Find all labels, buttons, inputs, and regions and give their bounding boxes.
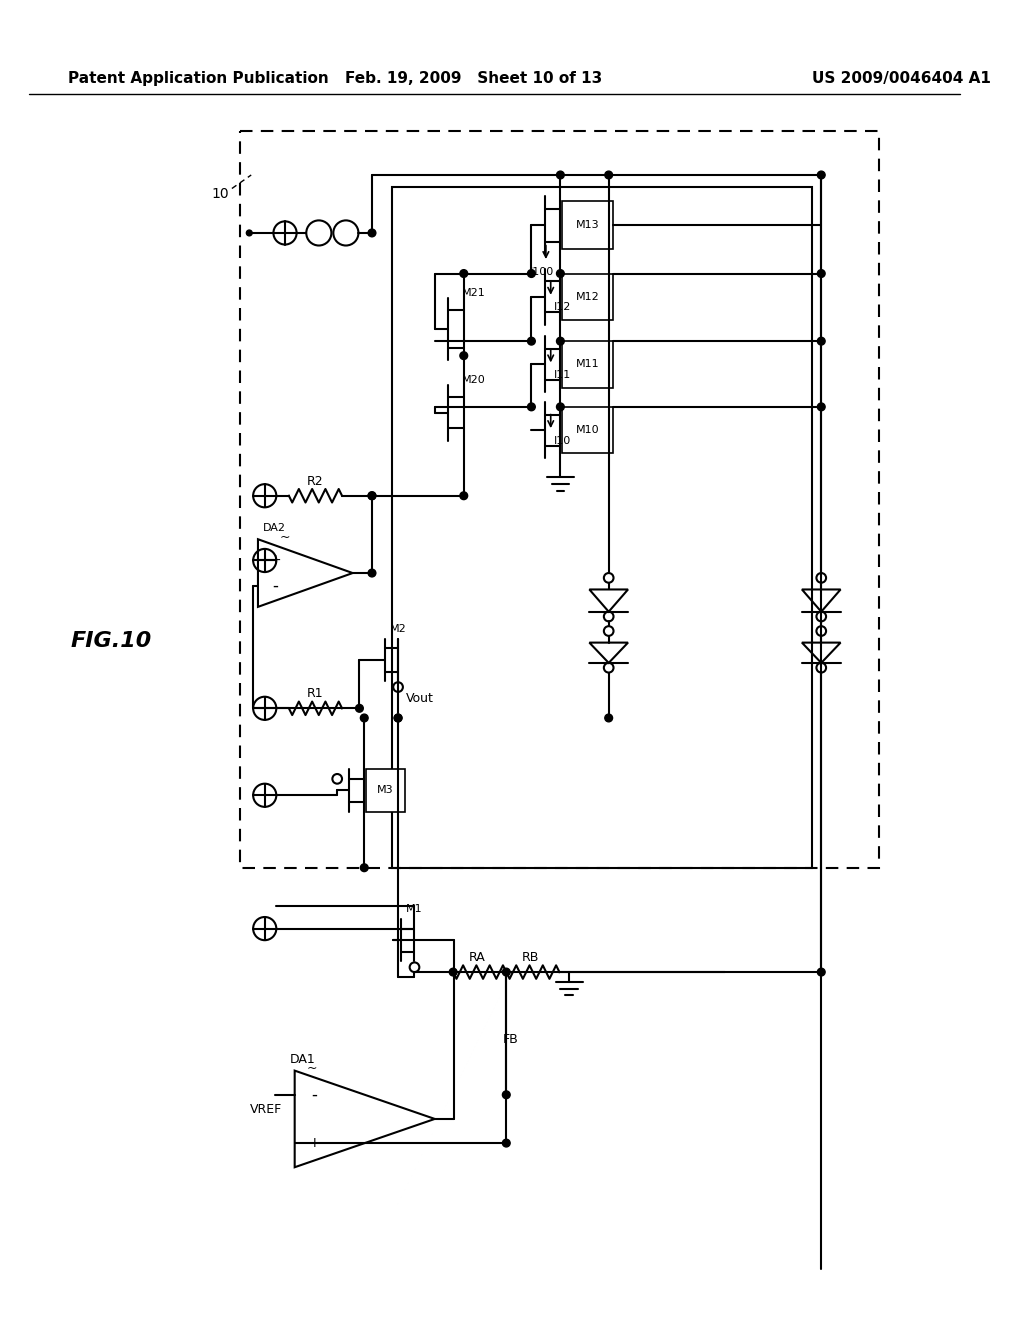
Text: I100: I100 [529, 267, 554, 277]
Circle shape [556, 403, 564, 411]
Circle shape [355, 705, 364, 713]
Circle shape [394, 714, 402, 722]
Text: M21: M21 [462, 288, 485, 298]
Text: M1: M1 [407, 904, 423, 915]
Circle shape [527, 338, 536, 345]
Circle shape [503, 1139, 510, 1147]
Text: M13: M13 [575, 220, 599, 230]
Circle shape [817, 269, 825, 277]
Text: Vout: Vout [406, 692, 434, 705]
Circle shape [605, 714, 612, 722]
Circle shape [360, 714, 368, 722]
Text: ~: ~ [307, 1063, 317, 1076]
Bar [240, 131, 880, 867]
Text: M11: M11 [575, 359, 599, 370]
Bar [562, 273, 612, 319]
Text: VREF: VREF [250, 1102, 282, 1115]
Text: M2: M2 [390, 624, 407, 634]
Text: R2: R2 [306, 475, 324, 488]
Circle shape [368, 569, 376, 577]
Text: FB: FB [503, 1034, 519, 1047]
Circle shape [360, 863, 368, 871]
Circle shape [247, 230, 252, 236]
Circle shape [817, 968, 825, 975]
Circle shape [556, 172, 564, 178]
Text: DA2: DA2 [263, 523, 286, 533]
Circle shape [450, 968, 457, 975]
Circle shape [556, 269, 564, 277]
Circle shape [368, 230, 376, 236]
Circle shape [556, 338, 564, 345]
Circle shape [460, 269, 468, 277]
Text: I12: I12 [554, 302, 571, 313]
Text: FIG.10: FIG.10 [71, 631, 152, 651]
Bar [562, 201, 612, 249]
Text: 10: 10 [211, 187, 229, 202]
Text: -: - [311, 1086, 317, 1104]
Bar [562, 341, 612, 388]
Text: ~: ~ [280, 531, 290, 544]
Circle shape [817, 338, 825, 345]
Text: I11: I11 [554, 370, 570, 380]
Text: Feb. 19, 2009   Sheet 10 of 13: Feb. 19, 2009 Sheet 10 of 13 [345, 71, 602, 86]
Text: +: + [308, 1137, 319, 1150]
Circle shape [460, 352, 468, 359]
Circle shape [503, 968, 510, 975]
Circle shape [368, 492, 376, 499]
Text: RA: RA [469, 952, 485, 964]
Text: US 2009/0046404 A1: US 2009/0046404 A1 [812, 71, 990, 86]
Text: -: - [272, 577, 279, 594]
Text: DA1: DA1 [290, 1052, 315, 1065]
Text: I10: I10 [554, 436, 570, 446]
Circle shape [394, 714, 402, 722]
Circle shape [527, 403, 536, 411]
Bar [562, 407, 612, 453]
Text: RB: RB [522, 952, 539, 964]
Text: M3: M3 [377, 785, 394, 796]
Text: M10: M10 [575, 425, 599, 436]
Text: R1: R1 [306, 688, 324, 701]
Circle shape [817, 172, 825, 178]
Text: M12: M12 [575, 292, 599, 302]
Circle shape [368, 492, 376, 499]
Text: M20: M20 [462, 375, 485, 385]
Text: Patent Application Publication: Patent Application Publication [68, 71, 329, 86]
Circle shape [503, 1090, 510, 1098]
Circle shape [527, 269, 536, 277]
Circle shape [605, 172, 612, 178]
Circle shape [817, 403, 825, 411]
Bar [367, 770, 404, 812]
Bar [392, 186, 812, 867]
Circle shape [460, 492, 468, 499]
Text: +: + [269, 553, 282, 568]
